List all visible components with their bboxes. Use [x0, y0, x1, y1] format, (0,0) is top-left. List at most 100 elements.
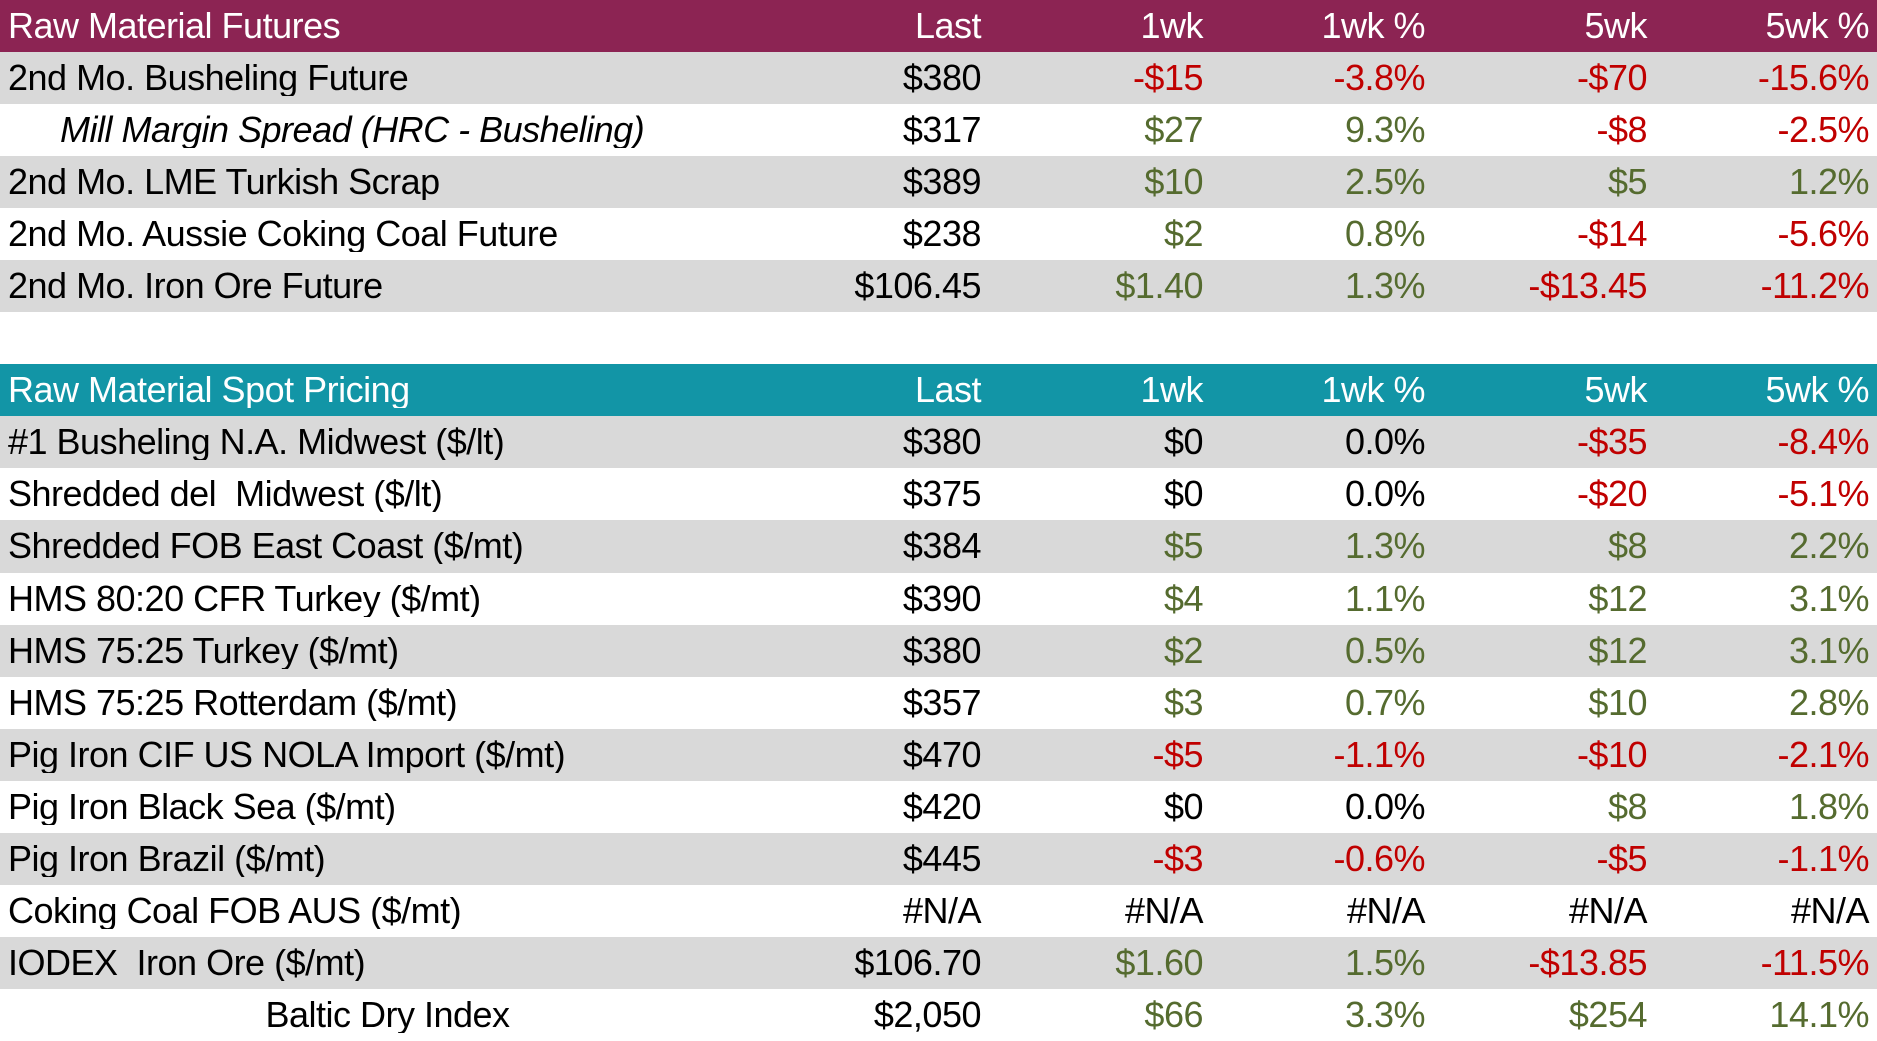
row-label: 2nd Mo. Iron Ore Future	[8, 268, 383, 305]
value-cell: $10	[1144, 164, 1203, 201]
value-cell: $384	[902, 528, 982, 565]
row-label: Pig Iron CIF US NOLA Import ($/mt)	[8, 736, 566, 773]
value-cell: $2	[1163, 632, 1204, 669]
spot-header-row: Raw Material Spot Pricing Last 1wk 1wk %…	[0, 364, 1877, 417]
table-row: 2nd Mo. Iron Ore Future $106.45 $1.40 1.3% -…	[0, 260, 1877, 313]
value-cell: 1.1%	[1344, 580, 1426, 617]
value-cell: $254	[1568, 996, 1648, 1033]
row-label: HMS 75:25 Turkey ($/mt)	[8, 632, 399, 669]
value-cell: $375	[902, 476, 982, 513]
value-cell: $470	[902, 736, 982, 773]
value-cell: $12	[1588, 580, 1647, 617]
value-cell: 0.0%	[1344, 476, 1426, 513]
table-row: Pig Iron CIF US NOLA Import ($/mt) $470 -$…	[0, 728, 1877, 781]
value-cell: 0.0%	[1344, 424, 1426, 461]
value-cell: 0.7%	[1344, 684, 1426, 721]
value-cell: -$8	[1596, 112, 1647, 149]
value-cell: -$20	[1576, 476, 1648, 513]
table-row: HMS 80:20 CFR Turkey ($/mt) $390 $4 1.1% $12…	[0, 572, 1877, 625]
value-cell: $0	[1163, 476, 1204, 513]
value-cell: -5.6%	[1777, 216, 1869, 253]
spot-table-title: Raw Material Spot Pricing	[8, 372, 410, 409]
value-cell: $2,050	[873, 996, 982, 1033]
column-header-1wk: 1wk	[1140, 372, 1203, 409]
table-row: Coking Coal FOB AUS ($/mt) #N/A #N/A #N/A #N…	[0, 884, 1877, 937]
futures-table-body: 2nd Mo. Busheling Future $380 -$15 -3.8% -$7…	[0, 52, 1877, 313]
value-cell: $8	[1607, 788, 1648, 825]
value-cell: $8	[1607, 528, 1648, 565]
table-row: Mill Margin Spread (HRC - Busheling) $317…	[0, 104, 1877, 157]
column-header-1wk-pct: 1wk %	[1321, 8, 1425, 45]
futures-header-row: Raw Material Futures Last 1wk 1wk % 5wk …	[0, 0, 1877, 53]
row-label: HMS 75:25 Rotterdam ($/mt)	[8, 684, 458, 721]
row-label: 2nd Mo. Busheling Future	[8, 60, 409, 97]
table-row: Pig Iron Brazil ($/mt) $445 -$3 -0.6% -$5 -1.…	[0, 832, 1877, 885]
value-cell: -2.1%	[1777, 736, 1869, 773]
row-label: 2nd Mo. Aussie Coking Coal Future	[8, 216, 558, 253]
value-cell: $380	[902, 632, 982, 669]
table-row: HMS 75:25 Rotterdam ($/mt) $357 $3 0.7% $10 2…	[0, 676, 1877, 729]
table-row: Baltic Dry Index $2,050 $66 3.3% $254 14.1%	[0, 988, 1877, 1041]
value-cell: $106.45	[854, 268, 981, 305]
row-label: IODEX Iron Ore ($/mt)	[8, 944, 366, 981]
value-cell: 0.8%	[1344, 216, 1426, 253]
column-header-5wk: 5wk	[1584, 8, 1647, 45]
value-cell: 1.2%	[1788, 164, 1870, 201]
value-cell: 1.3%	[1344, 528, 1426, 565]
value-cell: $4	[1163, 580, 1204, 617]
value-cell: $317	[902, 112, 982, 149]
column-header-last: Last	[914, 372, 982, 409]
value-cell: $390	[902, 580, 982, 617]
row-label: Pig Iron Brazil ($/mt)	[8, 840, 326, 877]
table-row: Pig Iron Black Sea ($/mt) $420 $0 0.0% $8 1.8…	[0, 780, 1877, 833]
value-cell: #N/A	[1124, 892, 1204, 929]
column-header-1wk: 1wk	[1140, 8, 1203, 45]
value-cell: $106.70	[854, 944, 981, 981]
value-cell: $3	[1163, 684, 1204, 721]
value-cell: 0.0%	[1344, 788, 1426, 825]
column-header-last: Last	[914, 8, 982, 45]
value-cell: -11.5%	[1760, 944, 1870, 981]
blank-spacer-row	[0, 312, 1877, 365]
table-row: 2nd Mo. Aussie Coking Coal Future $238 $2 0…	[0, 208, 1877, 261]
spot-pricing-table: Raw Material Spot Pricing Last 1wk 1wk %…	[0, 364, 1877, 1041]
table-row: Shredded FOB East Coast ($/mt) $384 $5 1.3%…	[0, 520, 1877, 573]
value-cell: #N/A	[1346, 892, 1426, 929]
value-cell: -8.4%	[1777, 424, 1869, 461]
value-cell: $1.40	[1115, 268, 1203, 305]
value-cell: $66	[1144, 996, 1203, 1033]
value-cell: $5	[1163, 528, 1204, 565]
value-cell: $389	[902, 164, 982, 201]
table-row: #1 Busheling N.A. Midwest ($/lt) $380 $0 0.…	[0, 416, 1877, 469]
row-label: Shredded del Midwest ($/lt)	[8, 476, 443, 513]
value-cell: -$35	[1576, 424, 1648, 461]
value-cell: -$70	[1576, 60, 1648, 97]
value-cell: 1.5%	[1344, 944, 1426, 981]
value-cell: -0.6%	[1333, 840, 1425, 877]
value-cell: $0	[1163, 788, 1204, 825]
value-cell: #N/A	[902, 892, 982, 929]
value-cell: $238	[902, 216, 982, 253]
value-cell: -$3	[1152, 840, 1203, 877]
value-cell: $2	[1163, 216, 1204, 253]
value-cell: 1.8%	[1788, 788, 1870, 825]
value-cell: $380	[902, 424, 982, 461]
value-cell: $445	[902, 840, 982, 877]
value-cell: -15.6%	[1757, 60, 1870, 97]
table-row: 2nd Mo. Busheling Future $380 -$15 -3.8% -$7…	[0, 52, 1877, 105]
value-cell: $357	[902, 684, 982, 721]
row-label: Coking Coal FOB AUS ($/mt)	[8, 892, 462, 929]
column-header-5wk-pct: 5wk %	[1765, 8, 1869, 45]
value-cell: -$5	[1596, 840, 1647, 877]
row-label: Pig Iron Black Sea ($/mt)	[8, 788, 396, 825]
value-cell: $12	[1588, 632, 1647, 669]
value-cell: $420	[902, 788, 982, 825]
value-cell: -$14	[1576, 216, 1648, 253]
value-cell: -1.1%	[1333, 736, 1425, 773]
value-cell: -1.1%	[1777, 840, 1869, 877]
value-cell: 0.5%	[1344, 632, 1426, 669]
column-header-5wk: 5wk	[1584, 372, 1647, 409]
value-cell: 2.8%	[1788, 684, 1870, 721]
value-cell: -$15	[1132, 60, 1204, 97]
value-cell: -$5	[1152, 736, 1203, 773]
